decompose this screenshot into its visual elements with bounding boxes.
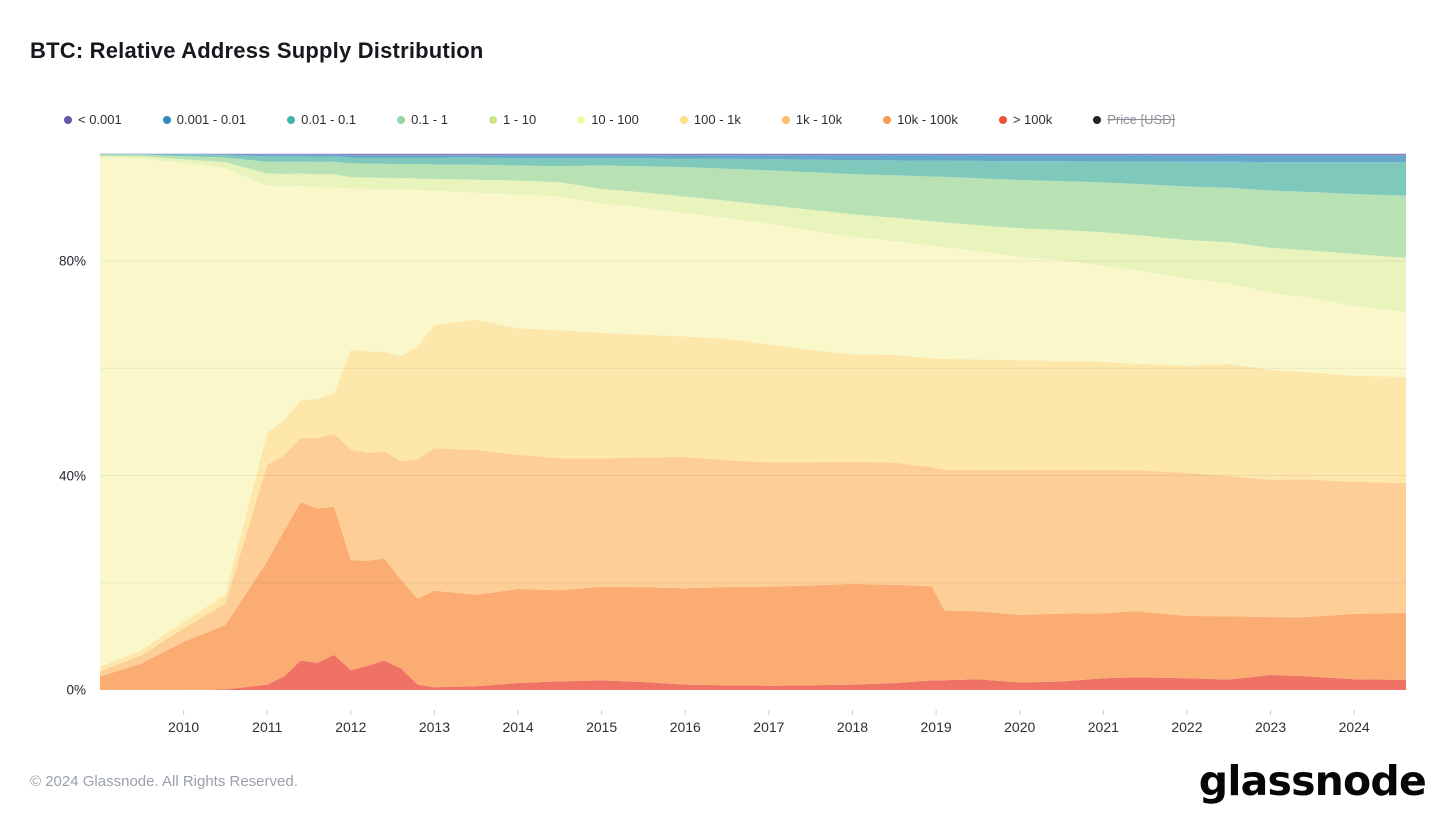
- legend-item-0-001-0-01[interactable]: 0.001 - 0.01: [162, 112, 247, 127]
- legend-label: 1 - 10: [502, 112, 537, 127]
- copyright-text: © 2024 Glassnode. All Rights Reserved.: [30, 773, 298, 790]
- x-axis-label-2017: 2017: [753, 719, 785, 735]
- area-band-0-001: [100, 153, 1406, 156]
- x-axis-label-2011: 2011: [252, 719, 283, 735]
- legend-label: < 0.001: [78, 112, 122, 127]
- legend-dot-icon: [998, 115, 1007, 124]
- x-axis-label-2024: 2024: [1338, 719, 1370, 735]
- legend-label: > 100k: [1012, 112, 1053, 127]
- x-axis-label-2018: 2018: [836, 719, 869, 735]
- legend-label: 10k - 100k: [897, 112, 958, 127]
- x-axis-label-2013: 2013: [418, 719, 451, 735]
- legend-label: Price [USD]: [1107, 112, 1176, 127]
- x-axis-label-2023: 2023: [1254, 719, 1287, 735]
- area-band-10k-100k: [100, 502, 1406, 690]
- legend-item-0-01-0-1[interactable]: 0.01 - 0.1: [287, 112, 356, 127]
- legend-dot-icon: [883, 115, 892, 124]
- x-axis-label-2014: 2014: [502, 719, 534, 735]
- x-axis-label-2022: 2022: [1171, 719, 1203, 735]
- area-band-100-1k: [100, 319, 1406, 672]
- legend-dot-icon: [397, 115, 406, 124]
- x-axis-label-2019: 2019: [920, 719, 952, 735]
- legend-dot-icon: [287, 115, 296, 124]
- legend-dot-icon: [577, 115, 586, 124]
- area-band-1k-10k: [100, 433, 1406, 677]
- y-axis-label-40: 40%: [58, 468, 86, 483]
- x-axis-label-2010: 2010: [168, 719, 200, 735]
- legend-item-10-100[interactable]: 10 - 100: [577, 112, 639, 127]
- legend-dot-icon: [781, 115, 790, 124]
- x-axis-label-2021: 2021: [1087, 719, 1119, 735]
- legend-dot-icon: [488, 115, 497, 124]
- y-axis-label-80: 80%: [58, 253, 86, 269]
- legend-item-0-1-1[interactable]: 0.1 - 1: [397, 112, 448, 127]
- legend-dot-icon: [64, 115, 72, 124]
- chart-legend: < 0.001 0.001 - 0.01 0.01 - 0.1 0.1 - 1 1 - …: [64, 112, 1175, 127]
- area-band-10-100: [100, 157, 1406, 667]
- legend-dot-icon: [1093, 115, 1102, 124]
- x-axis-label-2020: 2020: [1004, 719, 1036, 735]
- legend-label: 100 - 1k: [693, 112, 741, 127]
- legend-dot-icon: [679, 115, 688, 124]
- x-axis-label-2012: 2012: [335, 719, 367, 735]
- legend-item-100k[interactable]: > 100k: [998, 112, 1053, 127]
- x-axis-label-2016: 2016: [669, 719, 701, 735]
- area-band-0-001-0-01: [100, 154, 1406, 163]
- legend-label: 10 - 100: [591, 112, 639, 127]
- legend-item-1-10[interactable]: 1 - 10: [488, 112, 537, 127]
- legend-label: 0.001 - 0.01: [176, 112, 247, 127]
- legend-item-price-usd[interactable]: Price [USD]: [1093, 112, 1175, 127]
- x-axis-label-2015: 2015: [586, 719, 618, 735]
- legend-item-10k-100k[interactable]: 10k - 100k: [883, 112, 958, 127]
- area-band-0-1-1: [100, 154, 1406, 258]
- legend-label: 0.01 - 0.1: [301, 112, 357, 127]
- legend-item-0-001[interactable]: < 0.001: [64, 112, 122, 127]
- legend-label: 1k - 10k: [795, 112, 843, 127]
- area-band-100k: [100, 654, 1406, 690]
- page-title: BTC: Relative Address Supply Distributio…: [30, 38, 484, 63]
- legend-item-100-1k[interactable]: 100 - 1k: [679, 112, 741, 127]
- y-axis-label-0: 0%: [66, 682, 86, 698]
- area-band-0-01-0-1: [100, 154, 1406, 196]
- legend-dot-icon: [162, 115, 171, 124]
- legend-label: 0.1 - 1: [411, 112, 448, 127]
- legend-item-1k-10k[interactable]: 1k - 10k: [781, 112, 843, 127]
- glassnode-logo: glassnode: [1198, 757, 1427, 805]
